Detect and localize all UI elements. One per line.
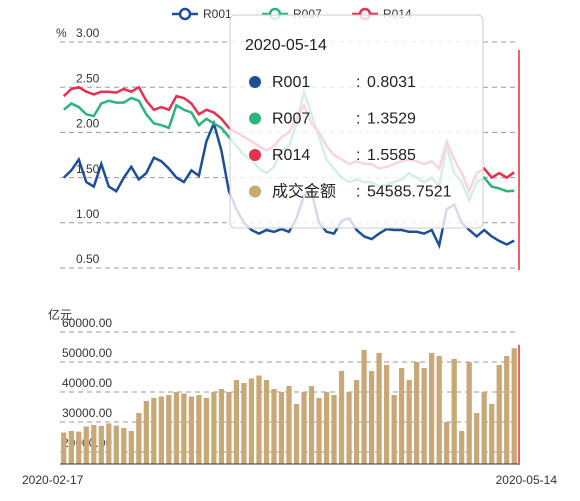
y-tick-label: 60000.00 [62, 316, 112, 330]
legend-icon-dot [178, 7, 192, 21]
tooltip-series-name: 成交金额 [272, 183, 336, 201]
bar [338, 371, 345, 464]
bar [391, 395, 397, 464]
tooltip-marker [249, 112, 261, 125]
bar [444, 422, 450, 464]
bar [496, 365, 502, 464]
tooltip-marker [249, 185, 261, 198]
tooltip-marker [249, 149, 261, 161]
bar [323, 392, 330, 464]
tooltip-title: 2020-05-14 [245, 37, 327, 54]
bar [106, 423, 112, 464]
tooltip-box [229, 14, 484, 229]
bar [166, 395, 172, 464]
bar [368, 371, 375, 464]
bar [196, 395, 202, 464]
tooltip-separator: : [356, 74, 360, 91]
bar [226, 392, 232, 464]
bar [346, 392, 352, 464]
tooltip-series-name: R007 [272, 111, 310, 128]
tooltip-separator: : [356, 184, 360, 201]
bar [91, 425, 97, 464]
y-axis-title: 亿元 [48, 307, 72, 322]
y-tick-label: 3.00 [76, 26, 100, 40]
bar [271, 389, 277, 464]
bar [308, 386, 315, 464]
line-series [62, 119, 515, 250]
bar [151, 398, 157, 464]
bar [248, 378, 255, 464]
bar [383, 365, 390, 464]
bar [173, 392, 180, 464]
bar [414, 362, 420, 464]
y-tick-label: 1.00 [76, 207, 100, 221]
bar [211, 392, 217, 464]
bar [286, 386, 292, 464]
bar [504, 356, 510, 464]
tooltip-separator: : [356, 147, 360, 164]
bar [436, 356, 442, 464]
bar [76, 431, 82, 464]
bar [459, 431, 465, 464]
x-tick-label: 2020-02-17 [22, 473, 84, 487]
bar [398, 368, 405, 464]
bar [181, 393, 187, 464]
bar [293, 404, 300, 464]
bar [83, 426, 89, 464]
tooltip: 2020-05-14R001:0.8031R007:1.3529R014:1.5… [229, 14, 484, 229]
bar [361, 350, 367, 464]
y-tick-label: 40000.00 [62, 376, 112, 390]
tooltip-series-name: R014 [272, 147, 310, 164]
tooltip-marker [249, 76, 261, 88]
bar [466, 362, 472, 464]
bar [61, 432, 67, 464]
bar [489, 404, 495, 464]
bar [278, 392, 285, 464]
bar [241, 383, 247, 464]
bar [481, 392, 487, 464]
bar [68, 431, 74, 464]
bar [158, 396, 164, 464]
bar [511, 348, 517, 464]
tooltip-value: 0.8031 [367, 74, 416, 91]
tooltip-value: 1.5585 [367, 147, 416, 164]
bar [451, 359, 457, 464]
legend-label: R001 [203, 7, 232, 21]
bar [421, 368, 427, 464]
y-axis-title: % [56, 26, 67, 40]
bar [301, 392, 307, 464]
bar [128, 431, 134, 464]
bar [113, 425, 119, 464]
bar [121, 428, 127, 464]
bar [474, 413, 480, 464]
bar [233, 380, 240, 464]
bar [316, 398, 322, 464]
y-tick-label: 2.00 [76, 117, 100, 131]
bar [429, 353, 435, 464]
tooltip-value: 54585.7521 [367, 184, 452, 201]
bar [331, 395, 337, 464]
bar [143, 401, 149, 464]
y-tick-label: 30000.00 [62, 406, 112, 420]
bar [203, 398, 210, 464]
tooltip-series-name: R001 [272, 74, 310, 91]
bar [376, 353, 382, 464]
bar [263, 380, 270, 464]
y-tick-label: 2.50 [76, 71, 100, 85]
bar [406, 380, 412, 464]
y-tick-label: 50000.00 [62, 346, 112, 360]
bar [188, 396, 195, 464]
bar [98, 425, 104, 464]
tooltip-separator: : [356, 111, 360, 128]
tooltip-value: 1.3529 [367, 111, 416, 128]
bar [256, 375, 262, 464]
bar [218, 389, 225, 464]
bar [353, 380, 360, 464]
y-tick-label: 0.50 [76, 252, 100, 266]
bar [136, 413, 142, 464]
x-tick-label: 2020-05-14 [496, 473, 558, 487]
